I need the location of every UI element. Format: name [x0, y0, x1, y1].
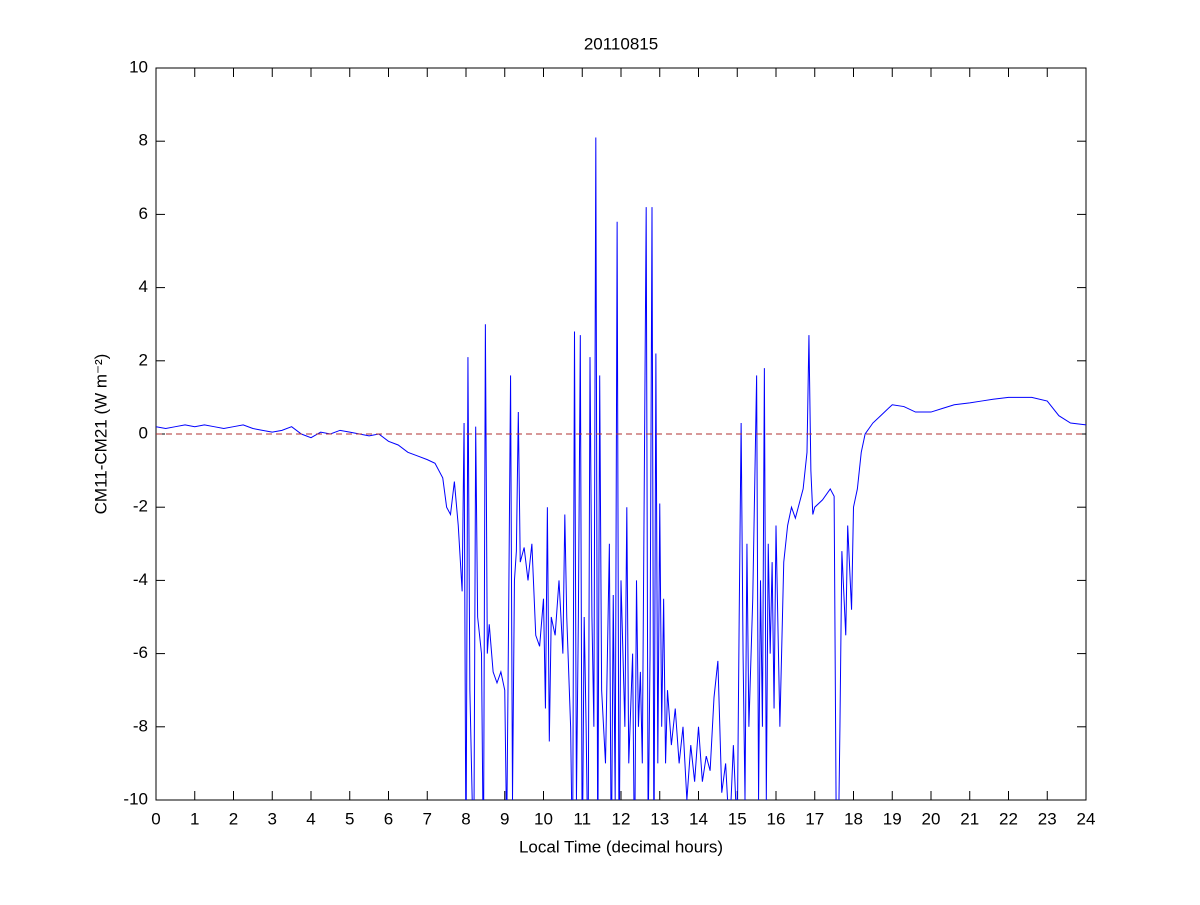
- x-tick-label: 17: [805, 809, 824, 828]
- y-tick-label: 8: [139, 131, 148, 150]
- y-tick-label: 4: [139, 277, 148, 296]
- y-tick-label: 10: [129, 57, 148, 76]
- x-tick-label: 9: [500, 809, 509, 828]
- x-tick-label: 18: [844, 809, 863, 828]
- x-tick-label: 0: [151, 809, 160, 828]
- x-tick-label: 6: [384, 809, 393, 828]
- x-tick-label: 8: [461, 809, 470, 828]
- y-tick-label: 6: [139, 204, 148, 223]
- x-tick-label: 15: [728, 809, 747, 828]
- x-tick-label: 2: [229, 809, 238, 828]
- x-tick-label: 24: [1077, 809, 1096, 828]
- x-tick-label: 11: [573, 809, 591, 828]
- x-tick-label: 21: [960, 809, 979, 828]
- y-tick-label: -4: [133, 570, 148, 589]
- y-tick-label: -8: [133, 716, 148, 735]
- y-tick-label: -6: [133, 643, 148, 662]
- x-tick-label: 4: [306, 809, 315, 828]
- chart-title: 20110815: [584, 34, 658, 53]
- x-axis-label: Local Time (decimal hours): [519, 837, 723, 856]
- x-tick-label: 22: [999, 809, 1018, 828]
- x-tick-label: 19: [883, 809, 902, 828]
- x-tick-label: 7: [423, 809, 432, 828]
- y-tick-label: 2: [139, 350, 148, 369]
- y-tick-label: 0: [139, 423, 148, 442]
- x-tick-label: 5: [345, 809, 354, 828]
- y-tick-label: -2: [133, 497, 148, 516]
- data-line: [156, 137, 1086, 800]
- x-tick-label: 13: [650, 809, 669, 828]
- x-tick-label: 16: [767, 809, 786, 828]
- x-tick-label: 23: [1038, 809, 1057, 828]
- x-tick-label: 3: [268, 809, 277, 828]
- x-tick-label: 14: [689, 809, 708, 828]
- y-axis-label: CM11-CM21 (W m⁻²): [91, 354, 110, 515]
- x-tick-label: 12: [612, 809, 631, 828]
- y-tick-label: -10: [123, 789, 148, 808]
- x-tick-label: 1: [190, 809, 199, 828]
- x-tick-label: 10: [534, 809, 553, 828]
- x-tick-label: 20: [922, 809, 941, 828]
